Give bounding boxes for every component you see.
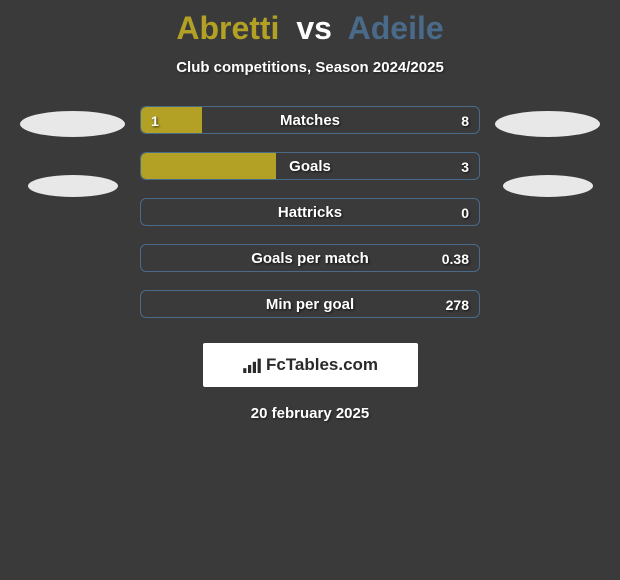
branding-box[interactable]: FcTables.com xyxy=(203,343,418,387)
bar-goals-per-match: Goals per match 0.38 xyxy=(140,244,480,272)
branding-text: FcTables.com xyxy=(266,355,378,375)
bar-matches: 1 Matches 8 xyxy=(140,106,480,134)
page-title: Abretti vs Adeile xyxy=(0,10,620,47)
title-player-right: Adeile xyxy=(348,10,444,46)
chart-icon xyxy=(242,357,262,373)
bar-goals-label: Goals xyxy=(141,153,479,180)
bar-min-per-goal: Min per goal 278 xyxy=(140,290,480,318)
player-left-photo xyxy=(20,111,125,137)
title-player-left: Abretti xyxy=(176,10,279,46)
bar-goals-per-match-right-value: 0.38 xyxy=(442,245,469,272)
comparison-area: 1 Matches 8 Goals 3 Hattricks 0 Goals pe… xyxy=(0,106,620,318)
bar-min-per-goal-right-value: 278 xyxy=(446,291,469,318)
bar-hattricks-label: Hattricks xyxy=(141,199,479,226)
bar-matches-right-value: 8 xyxy=(461,107,469,134)
player-right-photo xyxy=(495,111,600,137)
bar-hattricks: Hattricks 0 xyxy=(140,198,480,226)
subtitle: Club competitions, Season 2024/2025 xyxy=(0,59,620,76)
footer-date: 20 february 2025 xyxy=(0,405,620,422)
right-badge-column xyxy=(495,106,600,197)
comparison-bars: 1 Matches 8 Goals 3 Hattricks 0 Goals pe… xyxy=(140,106,480,318)
bar-min-per-goal-label: Min per goal xyxy=(141,291,479,318)
left-badge-column xyxy=(20,106,125,197)
title-vs: vs xyxy=(296,10,332,46)
comparison-container: Abretti vs Adeile Club competitions, Sea… xyxy=(0,0,620,432)
bar-goals: Goals 3 xyxy=(140,152,480,180)
player-right-club-badge xyxy=(503,175,593,197)
bar-hattricks-right-value: 0 xyxy=(461,199,469,226)
bar-matches-label: Matches xyxy=(141,107,479,134)
bar-goals-per-match-label: Goals per match xyxy=(141,245,479,272)
player-left-club-badge xyxy=(28,175,118,197)
bar-goals-right-value: 3 xyxy=(461,153,469,180)
